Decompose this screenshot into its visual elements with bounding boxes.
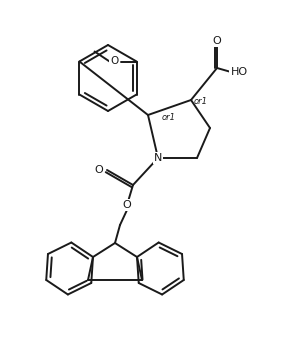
Text: or1: or1 [194,98,208,107]
Text: O: O [123,200,131,210]
Text: N: N [154,153,162,163]
Text: HO: HO [231,67,248,77]
Text: O: O [95,165,103,175]
Text: O: O [110,57,119,67]
Text: O: O [213,36,221,46]
Text: or1: or1 [162,113,176,121]
